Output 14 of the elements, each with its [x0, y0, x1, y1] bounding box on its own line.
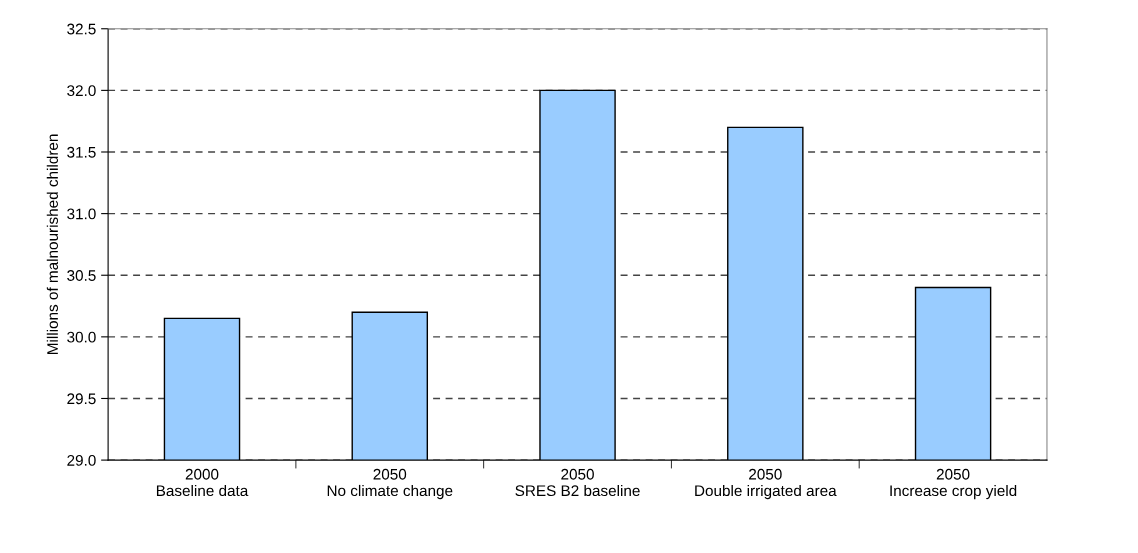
y-tick-label: 29.0	[67, 454, 96, 466]
x-tick-label: 2050 Double irrigated area	[695, 468, 837, 500]
x-tick-label: 2050 SRES B2 baseline	[515, 468, 640, 497]
y-tick-label: 30.5	[67, 270, 96, 281]
y-tick-label: 29.5	[67, 393, 96, 405]
x-tick-label: 2000 Baseline data	[156, 468, 249, 497]
y-tick-label: 30.0	[67, 331, 96, 343]
x-tick-label: 2050 Increase crop yield	[890, 468, 1017, 500]
y-axis-title: Millions of malnourished children	[46, 134, 58, 354]
y-tick-label: 32.0	[67, 85, 96, 97]
y-tick-label: 31.5	[67, 146, 96, 158]
y-tick-label: 31.0	[67, 208, 96, 220]
x-tick-label: 2050 No climate change	[327, 468, 453, 500]
y-tick-label: 32.5	[67, 23, 96, 35]
